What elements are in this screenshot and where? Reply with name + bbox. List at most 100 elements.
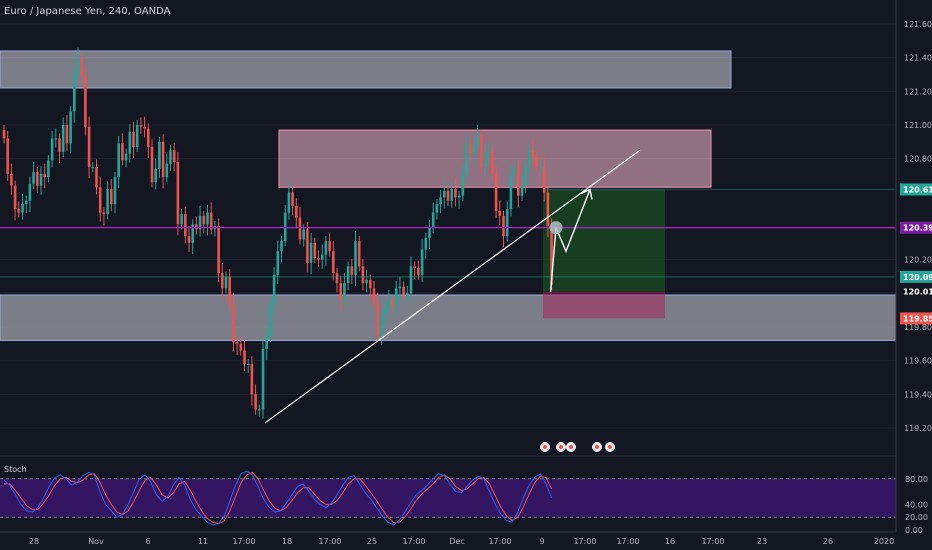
price-badge-label: 120.098 (903, 273, 932, 282)
candle-body (498, 210, 502, 216)
candle-body (383, 308, 387, 316)
time-tick-label: 23 (757, 537, 767, 546)
candle-body (439, 197, 442, 205)
price-tick-label: 119.800 (904, 323, 932, 332)
projection-arrowhead (580, 188, 593, 200)
candle-body (254, 394, 257, 410)
candle-body (509, 175, 513, 210)
price-tick-label: 119.200 (904, 424, 932, 433)
event-markers (540, 442, 615, 452)
candle-body (476, 135, 479, 146)
candle-body (258, 409, 261, 411)
candle-body (47, 160, 50, 178)
candle-body (302, 229, 305, 240)
chart-title: Euro / Japanese Yen, 240, OANDA (4, 6, 171, 17)
candle-body (154, 168, 157, 183)
time-axis: 28 Nov 6 11 17:00 18 17:00 25 17:00 Dec 17:00 9 17:0… (29, 537, 894, 546)
candle-body (195, 224, 198, 230)
candle-body (472, 145, 476, 154)
price-badge-label: 120.390 (903, 224, 932, 233)
candle-body (465, 143, 468, 173)
price-badge (900, 221, 932, 234)
candle-body (206, 212, 209, 225)
candle-body (10, 173, 13, 186)
time-tick-label: 17:00 (616, 537, 639, 546)
candle-body (95, 167, 98, 188)
candle-body (491, 151, 494, 174)
stoch-tick-label: 80.00 (905, 475, 928, 484)
candle-body (198, 215, 202, 230)
time-tick-label: 17:00 (402, 537, 425, 546)
time-tick-label: 17:00 (701, 537, 724, 546)
candle-body (431, 212, 435, 228)
candle-body (428, 227, 431, 238)
candle-body (36, 172, 39, 186)
projection-arrow (549, 189, 591, 292)
candle-body (361, 266, 365, 284)
drawings (0, 149, 896, 424)
candle-body (21, 204, 24, 213)
stoch-panel (0, 470, 896, 526)
candle-body (313, 242, 317, 258)
candle-body (387, 300, 391, 309)
candle-body (139, 125, 143, 127)
candle-body (424, 237, 428, 250)
candle-body (232, 303, 235, 343)
candle-body (106, 188, 109, 215)
candle-body (202, 215, 206, 225)
candle-body (513, 167, 516, 176)
price-tick-label: 120.200 (904, 256, 932, 265)
candle-body (320, 254, 324, 260)
candle-body (221, 273, 224, 289)
candles (2, 47, 553, 419)
candle-body (24, 200, 28, 205)
candle-body (235, 342, 239, 344)
candle-body (6, 138, 9, 174)
stoch-tick-label: 0.00 (905, 526, 923, 535)
candle-body (98, 187, 102, 213)
candle-body (243, 350, 246, 365)
candle-body (246, 364, 250, 366)
candle-body (272, 274, 276, 306)
candle-body (409, 266, 413, 294)
candle-body (184, 214, 187, 237)
candle-body (58, 138, 61, 152)
candle-body (480, 135, 483, 168)
price-labels: 120.617 120.390 120.098 120.010 119.851 (900, 183, 932, 325)
candle-body (324, 241, 328, 255)
candle-body (298, 217, 302, 240)
time-tick-label: 2020 (874, 537, 894, 546)
price-tick-label: 119.400 (904, 390, 932, 399)
price-tick-label: 119.600 (904, 357, 932, 366)
candle-body (420, 249, 424, 275)
candle-body (124, 153, 128, 161)
candle-body (398, 286, 402, 289)
stoch-label: Stoch (4, 465, 27, 474)
candle-body (91, 167, 95, 169)
candle-body (520, 185, 524, 196)
candle-body (372, 288, 376, 304)
stoch-d-line (4, 471, 553, 525)
candle-body (394, 288, 398, 307)
candle-body (17, 209, 21, 213)
candle-body (457, 195, 461, 198)
candle-body (283, 212, 287, 242)
candle-body (54, 138, 58, 140)
candle-body (73, 74, 76, 112)
candle-body (376, 303, 379, 336)
candle-body (50, 138, 54, 161)
candle-body (102, 212, 106, 215)
candle-body (224, 276, 228, 289)
price-badge-label: 120.617 (903, 185, 932, 194)
candle-body (531, 150, 535, 157)
price-zones (0, 50, 897, 341)
time-tick-label: 28 (29, 537, 39, 546)
candle-body (87, 126, 91, 168)
stoch-axis: 80.00 40.00 20.00 0.00 (905, 475, 928, 535)
candle-body (528, 150, 531, 166)
candle-body (32, 172, 35, 184)
candle-body (391, 300, 394, 307)
candle-body (443, 190, 446, 198)
candle-body (39, 173, 43, 186)
